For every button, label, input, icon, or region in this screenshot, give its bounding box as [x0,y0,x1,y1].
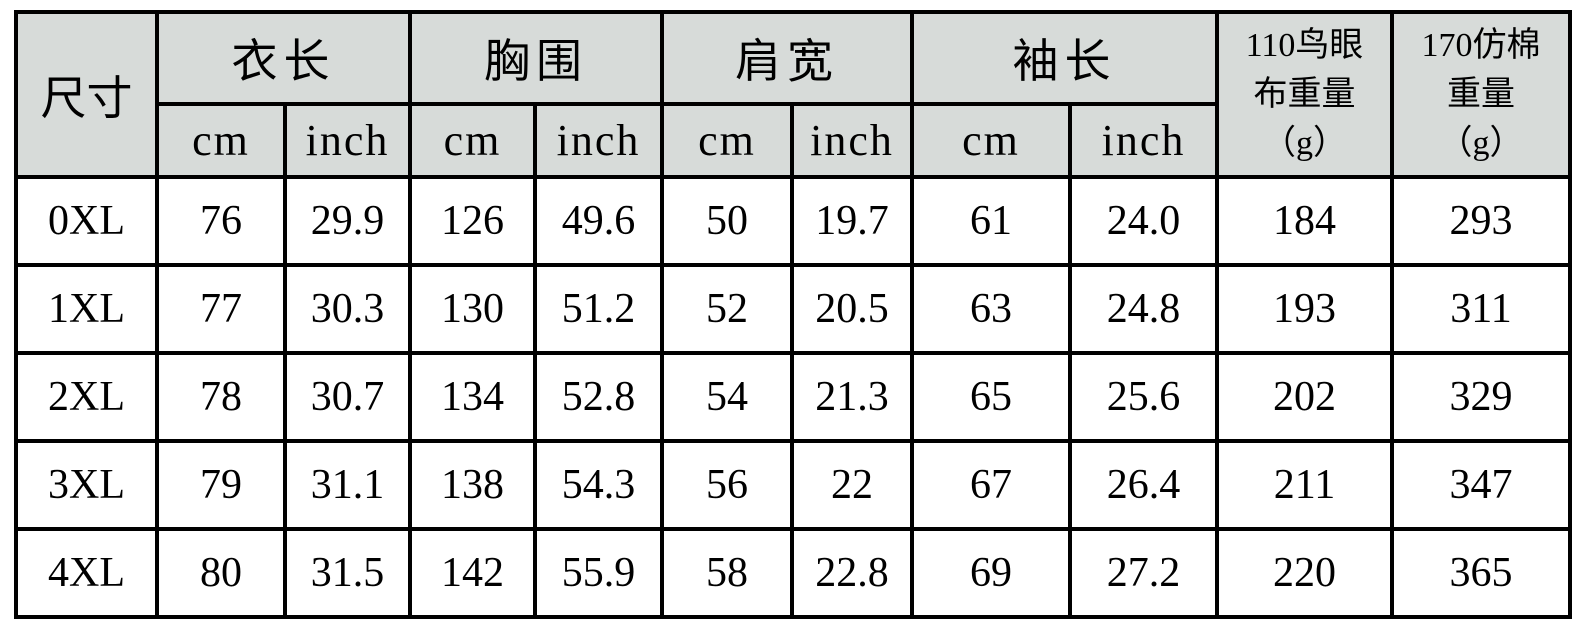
header-chest-cm: cm [408,102,537,179]
header-group-row: 尺寸 衣长 胸围 肩宽 袖长 110鸟眼 布重量 （g） 170仿棉 重量 （g… [14,10,1572,179]
cell-shoulder-cm: 54 [660,351,794,443]
header-unit-row: cm inch cm inch cm inch cm inch [16,102,1570,179]
cell-size: 2XL [14,351,159,443]
header-garment-length-cm: cm [155,102,287,179]
header-weight-cotton: 170仿棉 重量 （g） [1390,10,1572,179]
cell-sleeve-cm: 65 [910,351,1072,443]
cell-weight-cotton: 365 [1390,527,1572,619]
header-weight-birdeye-line1: 110鸟眼 [1245,26,1364,64]
cell-weight-cotton: 293 [1390,175,1572,267]
header-shoulder-cm: cm [660,102,794,179]
cell-chest-cm: 134 [408,351,537,443]
header-sleeve-inch: inch [1068,102,1219,179]
cell-sleeve-cm: 69 [910,527,1072,619]
table-row-4xl: 4XL 80 31.5 142 55.9 58 22.8 69 27.2 220… [14,527,1572,619]
cell-garment-length-cm: 78 [155,351,287,443]
cell-chest-cm: 126 [408,175,537,267]
table-row-3xl: 3XL 79 31.1 138 54.3 56 22 67 26.4 211 3… [14,439,1572,531]
header-weight-birdeye-line2: 布重量 [1253,75,1356,113]
cell-weight-birdeye: 202 [1215,351,1394,443]
header-weight-cotton-line2: 重量 [1447,75,1515,113]
header-shoulder-inch: inch [790,102,914,179]
cell-sleeve-inch: 24.0 [1068,175,1219,267]
cell-chest-inch: 54.3 [533,439,664,531]
cell-garment-length-cm: 76 [155,175,287,267]
cell-weight-birdeye: 220 [1215,527,1394,619]
cell-weight-cotton: 329 [1390,351,1572,443]
cell-shoulder-inch: 22 [790,439,914,531]
cell-size: 3XL [14,439,159,531]
cell-chest-inch: 55.9 [533,527,664,619]
table-row-2xl: 2XL 78 30.7 134 52.8 54 21.3 65 25.6 202… [14,351,1572,443]
cell-sleeve-inch: 26.4 [1068,439,1219,531]
cell-garment-length-inch: 29.9 [283,175,412,267]
cell-shoulder-inch: 22.8 [790,527,914,619]
cell-size: 0XL [14,175,159,267]
cell-garment-length-inch: 30.3 [283,263,412,355]
cell-shoulder-inch: 20.5 [790,263,914,355]
cell-chest-inch: 52.8 [533,351,664,443]
cell-chest-cm: 130 [408,263,537,355]
header-group-garment-length: 衣长 [155,10,412,106]
header-weight-birdeye: 110鸟眼 布重量 （g） [1215,10,1394,179]
table-row-0xl: 0XL 76 29.9 126 49.6 50 19.7 61 24.0 184… [14,175,1572,267]
table-row-1xl: 1XL 77 30.3 130 51.2 52 20.5 63 24.8 193… [14,263,1572,355]
cell-sleeve-inch: 27.2 [1068,527,1219,619]
cell-chest-inch: 51.2 [533,263,664,355]
cell-sleeve-cm: 61 [910,175,1072,267]
cell-sleeve-inch: 25.6 [1068,351,1219,443]
cell-weight-cotton: 347 [1390,439,1572,531]
cell-shoulder-cm: 50 [660,175,794,267]
cell-garment-length-inch: 31.1 [283,439,412,531]
header-size: 尺寸 [14,10,159,179]
cell-chest-cm: 142 [408,527,537,619]
cell-weight-cotton: 311 [1390,263,1572,355]
header-group-sleeve: 袖长 [910,10,1219,106]
cell-weight-birdeye: 184 [1215,175,1394,267]
cell-garment-length-cm: 79 [155,439,287,531]
size-chart-table: 尺寸 衣长 胸围 肩宽 袖长 110鸟眼 布重量 （g） 170仿棉 重量 （g… [14,10,1572,619]
header-weight-cotton-line1: 170仿棉 [1421,26,1541,64]
header-chest-inch: inch [533,102,664,179]
cell-chest-cm: 138 [408,439,537,531]
cell-garment-length-cm: 77 [155,263,287,355]
cell-chest-inch: 49.6 [533,175,664,267]
cell-size: 1XL [14,263,159,355]
cell-size: 4XL [14,527,159,619]
cell-garment-length-inch: 30.7 [283,351,412,443]
header-sleeve-cm: cm [910,102,1072,179]
header-weight-cotton-line3: （g） [1438,125,1524,163]
cell-garment-length-cm: 80 [155,527,287,619]
cell-shoulder-inch: 19.7 [790,175,914,267]
header-weight-birdeye-line3: （g） [1262,125,1347,163]
cell-weight-birdeye: 193 [1215,263,1394,355]
cell-garment-length-inch: 31.5 [283,527,412,619]
cell-shoulder-cm: 56 [660,439,794,531]
header-group-shoulder: 肩宽 [660,10,914,106]
cell-shoulder-cm: 58 [660,527,794,619]
cell-shoulder-inch: 21.3 [790,351,914,443]
cell-weight-birdeye: 211 [1215,439,1394,531]
header-garment-length-inch: inch [283,102,412,179]
cell-shoulder-cm: 52 [660,263,794,355]
header-group-chest: 胸围 [408,10,664,106]
cell-sleeve-cm: 67 [910,439,1072,531]
cell-sleeve-inch: 24.8 [1068,263,1219,355]
cell-sleeve-cm: 63 [910,263,1072,355]
